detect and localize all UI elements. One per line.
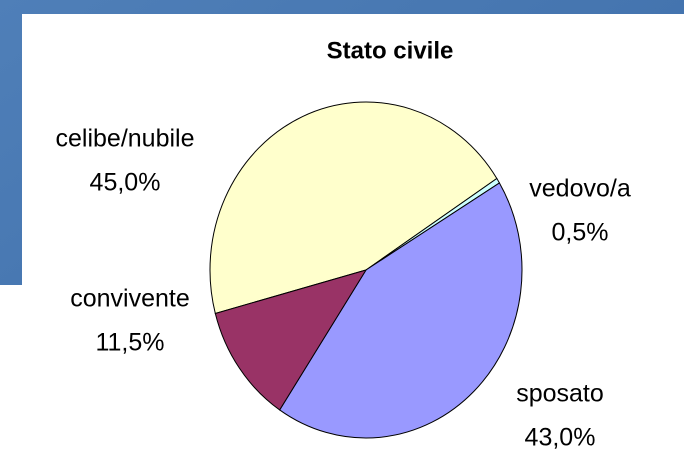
slice-label: sposato bbox=[516, 380, 604, 408]
pie-slice bbox=[214, 269, 368, 411]
slice-label: convivente bbox=[70, 285, 190, 313]
chart-title: Stato civile bbox=[327, 37, 454, 64]
slice-label: vedovo/a bbox=[529, 175, 631, 203]
value-label: 43,0% bbox=[525, 424, 596, 452]
value-label: 11,5% bbox=[95, 329, 164, 357]
slice-label: celibe/nubile bbox=[56, 125, 195, 153]
pie-slice bbox=[278, 182, 523, 439]
pie-slice bbox=[209, 101, 498, 315]
value-label: 0,5% bbox=[552, 219, 609, 247]
chart-panel-extension bbox=[0, 285, 240, 457]
value-label: 45,0% bbox=[90, 169, 161, 197]
